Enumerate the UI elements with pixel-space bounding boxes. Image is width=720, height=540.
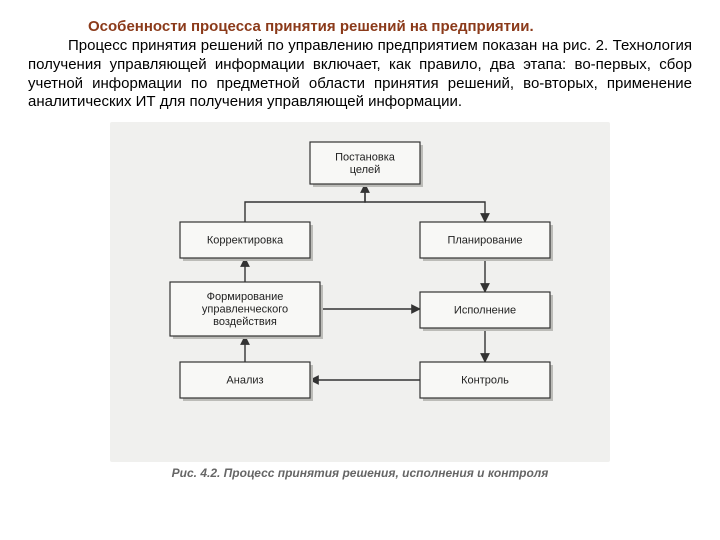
flow-node-label: Формирование xyxy=(207,291,284,303)
flow-edge xyxy=(245,184,365,222)
heading: Особенности процесса принятия решений на… xyxy=(88,18,692,35)
flow-node-label: Корректировка xyxy=(207,235,284,247)
body-text: Процесс принятия решений по управлению п… xyxy=(28,37,692,110)
flow-node-label: Постановка xyxy=(335,151,396,163)
figure-caption: Рис. 4.2. Процесс принятия решения, испо… xyxy=(30,466,690,480)
flow-node-label: управленческого xyxy=(202,304,288,316)
diagram-container: Постановкацелей Планирование Исполнение Кон… xyxy=(30,122,690,502)
flow-node-label: Контроль xyxy=(461,375,509,387)
flow-node-label: целей xyxy=(350,164,381,176)
flow-node-label: Планирование xyxy=(447,235,522,247)
body-paragraph: Процесс принятия решений по управлению п… xyxy=(28,37,692,112)
document-page: Особенности процесса принятия решений на… xyxy=(0,0,720,540)
flow-node-label: Анализ xyxy=(226,375,263,387)
flow-node-label: воздействия xyxy=(213,316,277,328)
flow-edge xyxy=(365,184,485,222)
flowchart: Постановкацелей Планирование Исполнение Кон… xyxy=(110,122,610,462)
flow-node-label: Исполнение xyxy=(454,305,516,317)
